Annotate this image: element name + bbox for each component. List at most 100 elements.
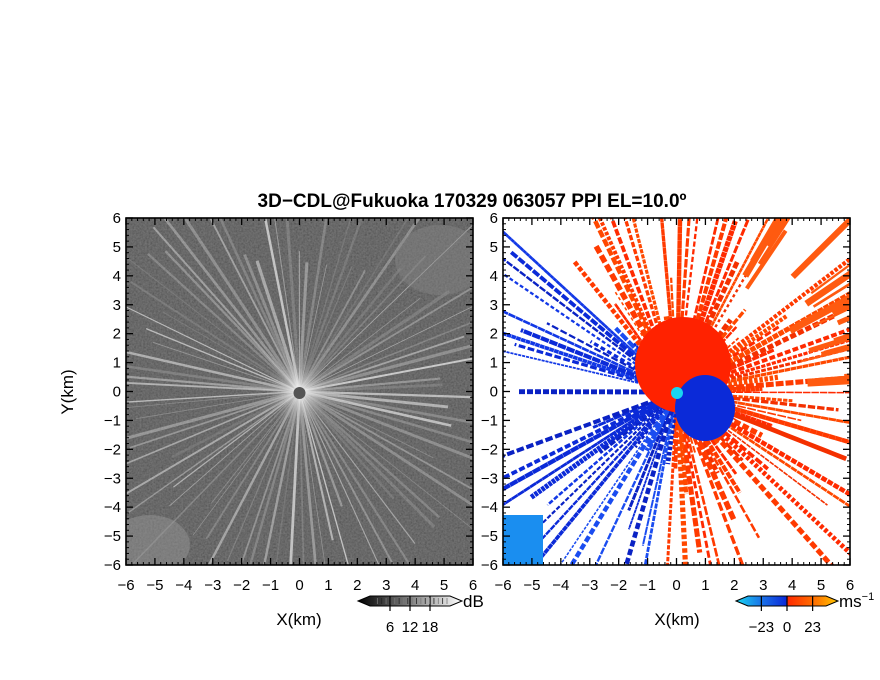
reflectivity-ray	[299, 391, 473, 530]
velocity-ray	[503, 350, 678, 393]
reflectivity-ray	[289, 391, 301, 565]
velocity-ray	[609, 218, 679, 393]
velocity-xtick-label: 5	[817, 577, 825, 594]
velocity-xtick-label: −5	[523, 577, 540, 594]
reflectivity-xtick-label: 5	[440, 577, 448, 594]
reflectivity-ray	[183, 218, 301, 393]
velocity-xtick-label: 0	[672, 577, 680, 594]
velocity-ray	[503, 390, 678, 507]
reflectivity-ray	[262, 391, 301, 565]
velocity-xtick-label: −4	[552, 577, 569, 594]
velocity-ytick-label: −5	[481, 528, 498, 545]
velocity-ray	[509, 250, 679, 394]
reflectivity-ray	[207, 390, 301, 565]
velocity-ytick-label: −1	[481, 412, 498, 429]
reflectivity-patch	[395, 225, 473, 295]
velocity-ytick-label: 6	[490, 210, 498, 227]
reflectivity-ray	[298, 390, 473, 460]
velocity-ray	[675, 390, 769, 471]
reflectivity-ray	[298, 391, 305, 565]
reflectivity-ray	[132, 390, 301, 565]
reflectivity-ytick-label: 1	[113, 355, 121, 372]
velocity-ytick-label: 2	[490, 326, 498, 343]
velocity-ray	[765, 218, 789, 248]
reflectivity-ray	[126, 391, 300, 408]
velocity-ray	[820, 344, 850, 357]
velocity-ray	[800, 347, 850, 363]
velocity-ray	[643, 391, 679, 565]
velocity-xtick-label: −3	[581, 577, 598, 594]
velocity-ray	[833, 332, 850, 342]
reflectivity-ray	[126, 256, 300, 392]
reflectivity-ytick-label: −3	[104, 470, 121, 487]
reflectivity-colorbar-tick-label: 18	[422, 619, 439, 636]
reflectivity-xtick-label: −4	[175, 577, 192, 594]
reflectivity-ray	[218, 218, 301, 393]
velocity-xtick-label: 2	[730, 577, 738, 594]
reflectivity-ylabel: Y(km)	[58, 369, 77, 414]
velocity-panel: −6 −5 −4 −3 −2 −1 0 1 2 3 4 5 6 −6 −5 −4 −3 −2 −1 0 1 2 3 4 5 6 X…	[481, 210, 854, 629]
reflectivity-ytick-label: −6	[104, 557, 121, 574]
velocity-xtick-label: −6	[494, 577, 511, 594]
velocity-ray	[676, 327, 850, 394]
reflectivity-ray	[162, 218, 301, 393]
reflectivity-ytick-label: 3	[113, 297, 121, 314]
velocity-xtick-label: −2	[610, 577, 627, 594]
velocity-ytick-label: −6	[481, 557, 498, 574]
reflectivity-ray	[126, 390, 300, 516]
reflectivity-ray	[299, 305, 473, 392]
reflectivity-ytick-label: −4	[104, 499, 121, 516]
reflectivity-xtick-label: 2	[353, 577, 361, 594]
velocity-ray	[503, 390, 678, 459]
reflectivity-ray	[298, 218, 409, 392]
velocity-ray	[813, 306, 850, 327]
velocity-ray	[503, 331, 678, 394]
reflectivity-xtick-label: 3	[382, 577, 390, 594]
velocity-ray	[666, 391, 679, 565]
reflectivity-xtick-label: −3	[204, 577, 221, 594]
reflectivity-ray	[298, 390, 412, 565]
velocity-ray	[674, 391, 689, 565]
reflectivity-ray	[299, 391, 326, 565]
reflectivity-ytick-label: −1	[104, 412, 121, 429]
velocity-colorbar-tick-label: −23	[749, 619, 774, 636]
velocity-xtick-label: 6	[846, 577, 854, 594]
reflectivity-xtick-label: 1	[324, 577, 332, 594]
velocity-ytick-label: −3	[481, 470, 498, 487]
velocity-xtick-label: −1	[639, 577, 656, 594]
reflectivity-ray	[299, 286, 473, 393]
reflectivity-ray	[209, 218, 301, 392]
velocity-ray	[503, 390, 679, 492]
reflectivity-xtick-label: 0	[295, 577, 303, 594]
reflectivity-panel: −6 −5 −4 −3 −2 −1 0 1 2 3 4 5 6 −6 −5 −4 −3 −2 −1 0 1 2 3 4 5 6 X…	[58, 210, 477, 629]
reflectivity-ray	[298, 391, 380, 565]
reflectivity-ray	[152, 226, 301, 393]
reflectivity-ray	[274, 218, 300, 392]
velocity-ray	[675, 390, 850, 498]
reflectivity-ray	[263, 218, 301, 392]
velocity-ytick-label: 5	[490, 239, 498, 256]
velocity-xtick-label: 1	[701, 577, 709, 594]
reflectivity-ray	[126, 306, 300, 393]
reflectivity-colorbar-unit: dB	[463, 592, 484, 611]
reflectivity-ray	[126, 350, 300, 393]
reflectivity-ray	[126, 365, 300, 393]
velocity-ytick-label: 4	[490, 268, 498, 285]
reflectivity-ray	[126, 390, 300, 440]
velocity-ray	[745, 229, 788, 290]
velocity-ray	[623, 218, 679, 393]
velocity-ray	[503, 390, 678, 481]
reflectivity-patch	[126, 515, 190, 565]
velocity-ray	[812, 282, 850, 308]
velocity-ray	[808, 335, 850, 354]
velocity-ray	[634, 391, 678, 449]
reflectivity-ray	[126, 390, 300, 403]
reflectivity-ray	[299, 357, 473, 393]
velocity-ytick-label: −4	[481, 499, 498, 516]
reflectivity-ray	[126, 381, 300, 393]
velocity-ray	[676, 390, 839, 412]
velocity-xtick-label: 3	[759, 577, 767, 594]
velocity-ray	[641, 391, 678, 546]
reflectivity-ytick-label: 0	[113, 384, 121, 401]
